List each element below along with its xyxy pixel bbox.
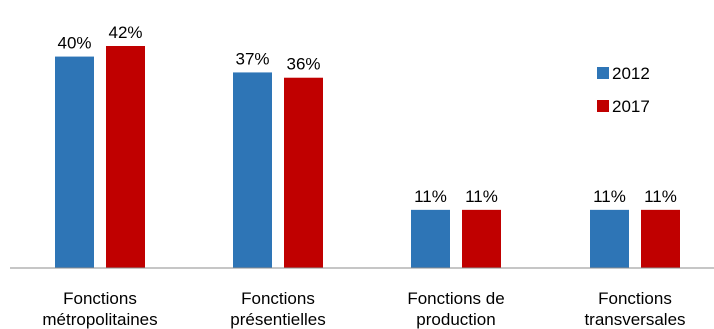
legend-swatch-2017 xyxy=(597,100,609,112)
category-label-3-line-0: Fonctions xyxy=(598,289,672,308)
data-label-2012-0: 40% xyxy=(57,34,91,53)
category-labels-layer: Fonctions métropolitaines Fonctions présent… xyxy=(42,289,685,329)
legend: 2012 2017 xyxy=(597,64,650,116)
bar-2012-1 xyxy=(233,72,272,268)
bar-2017-0 xyxy=(106,46,145,268)
bar-2012-0 xyxy=(55,56,94,269)
bar-2017-1 xyxy=(284,77,323,268)
data-label-2012-1: 37% xyxy=(235,49,269,68)
bar-2012-3 xyxy=(590,209,629,268)
legend-label-2012: 2012 xyxy=(612,64,650,83)
bars-layer xyxy=(55,46,680,269)
category-label-0-line-0: Fonctions xyxy=(63,289,137,308)
category-label-1-line-1: présentielles xyxy=(230,310,325,329)
data-label-2017-1: 36% xyxy=(286,55,320,74)
data-label-2012-3: 11% xyxy=(593,187,626,206)
bar-2017-3 xyxy=(641,209,680,268)
bar-2017-2 xyxy=(462,209,501,268)
category-label-2-line-0: Fonctions de xyxy=(407,289,504,308)
data-label-2012-2: 11% xyxy=(414,187,447,206)
category-label-0-line-1: métropolitaines xyxy=(42,310,157,329)
data-label-2017-3: 11% xyxy=(644,187,677,206)
category-label-2-line-1: production xyxy=(416,310,495,329)
data-label-2017-2: 11% xyxy=(465,187,498,206)
data-label-2017-0: 42% xyxy=(108,23,142,42)
category-label-1-line-0: Fonctions xyxy=(241,289,315,308)
legend-swatch-2012 xyxy=(597,67,609,79)
bar-2012-2 xyxy=(411,209,450,268)
value-labels-layer: 40% 42% 37% 36% 11% 11% 11% 11% xyxy=(57,23,676,206)
legend-label-2017: 2017 xyxy=(612,97,650,116)
category-label-3-line-1: transversales xyxy=(584,310,685,329)
